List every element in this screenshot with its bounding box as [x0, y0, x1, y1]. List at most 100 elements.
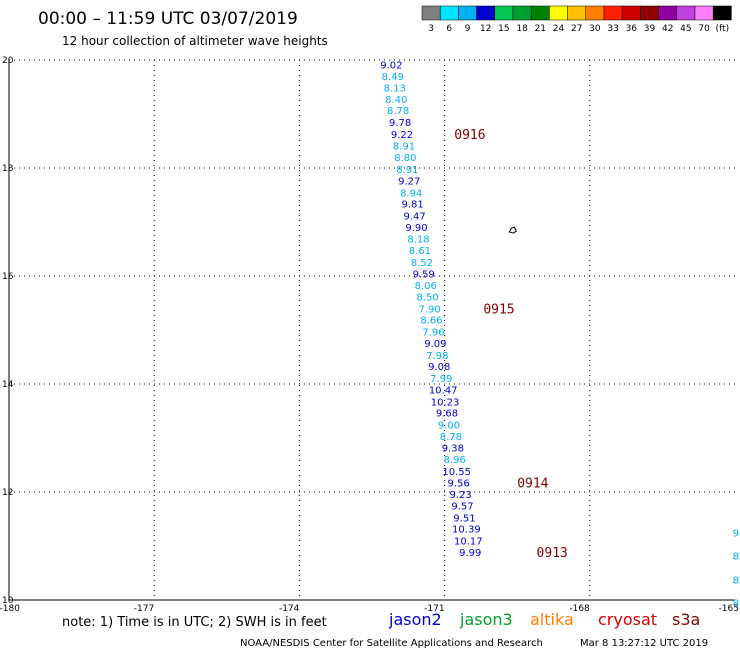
note-text: note: 1) Time is in UTC; 2) SWH is in fe… — [62, 615, 327, 630]
colorbar-label: 12 — [480, 24, 491, 34]
wave-height-label: 9.57 — [451, 502, 473, 513]
y-tick-label: 16 — [2, 272, 14, 282]
colorbar-swatch — [603, 5, 623, 21]
wave-height-label: 9.23 — [449, 490, 471, 501]
wave-height-label: 9.27 — [398, 176, 420, 187]
colorbar-label: 45 — [680, 24, 691, 34]
wave-height-label-edge: 9 — [733, 529, 739, 540]
wave-height-label: 8.13 — [384, 84, 406, 95]
wave-height-label: 9.38 — [442, 444, 464, 455]
colorbar-label: 30 — [589, 24, 601, 34]
y-tick-label: 14 — [2, 380, 14, 390]
wave-height-label: 9.81 — [402, 200, 424, 211]
wave-height-label: 9.08 — [428, 362, 450, 373]
wave-height-label: 8.91 — [393, 141, 415, 152]
pass-time-label: 0914 — [517, 476, 548, 491]
colorbar-label: 70 — [698, 24, 710, 34]
wave-height-label: 9.68 — [436, 409, 458, 420]
map-grid — [8, 59, 735, 601]
wave-height-label: 8.49 — [382, 72, 404, 83]
wave-height-label: 7.99 — [430, 374, 452, 385]
colorbar-swatch — [494, 5, 514, 21]
wave-height-label: 10.39 — [452, 525, 481, 536]
colorbar-swatch — [549, 5, 568, 21]
y-tick-label: 18 — [2, 164, 14, 174]
wave-height-label: 8.94 — [400, 188, 422, 199]
y-tick-label: 10 — [2, 596, 14, 606]
wave-height-label: 10.47 — [429, 385, 458, 396]
satellite-s3a: s3a — [672, 610, 700, 629]
colorbar-swatch — [585, 5, 605, 21]
wave-height-label: 10.17 — [454, 537, 483, 548]
x-tick-label: -174 — [279, 604, 300, 614]
colorbar-swatch — [621, 5, 641, 21]
wave-height-label: 9.78 — [389, 118, 411, 129]
colorbar-swatch — [694, 5, 714, 21]
wave-height-label: 8.61 — [409, 246, 431, 257]
wave-height-label: 8.80 — [394, 153, 416, 164]
x-tick-label: -165 — [719, 604, 739, 614]
colorbar-label: 24 — [553, 24, 565, 34]
wave-height-label: 9.22 — [391, 130, 413, 141]
wave-height-label: 9.99 — [459, 548, 481, 559]
y-tick-label: 20 — [2, 56, 14, 66]
wave-height-label: 9.56 — [448, 478, 470, 489]
wave-height-label: 9.59 — [413, 269, 435, 280]
wave-height-label: 8.50 — [417, 293, 439, 304]
wave-height-label: 10.55 — [442, 467, 471, 478]
colorbar-swatch — [476, 5, 496, 21]
colorbar-swatch — [658, 5, 678, 21]
colorbar-label: (ft) — [716, 24, 730, 34]
colorbar-label: 3 — [428, 24, 434, 34]
satellite-jason3: jason3 — [459, 610, 513, 629]
colorbar-swatch — [458, 5, 477, 21]
wave-height-label-edge: 8 — [733, 575, 739, 586]
wave-height-label: 8.96 — [444, 455, 466, 466]
satellite-jason2: jason2 — [388, 610, 442, 629]
colorbar-label: 33 — [607, 24, 618, 34]
colorbar-label: 36 — [626, 24, 638, 34]
colorbar-label: 21 — [535, 24, 546, 34]
wave-height-label-edge: 8 — [733, 552, 739, 563]
colorbar-label: 15 — [498, 24, 509, 34]
satellite-legend: jason2 jason3 altika cryosat s3a — [388, 610, 700, 629]
colorbar-swatch — [530, 5, 550, 21]
y-tick-label: 12 — [2, 488, 13, 498]
colorbar-label: 42 — [662, 24, 673, 34]
island-markers — [508, 226, 518, 234]
chart-title: 00:00 – 11:59 UTC 03/07/2019 — [38, 9, 298, 29]
colorbar: 3 6 9 12 15 18 21 24 27 30 33 36 39 42 45 70 (ft) — [421, 5, 732, 34]
wave-height-label: 9.09 — [424, 339, 446, 350]
timestamp-text: Mar 8 13:27:12 UTC 2019 — [580, 638, 708, 649]
colorbar-swatch — [439, 5, 459, 21]
pass-time-label: 0915 — [483, 302, 514, 317]
wave-height-label: 9.47 — [403, 212, 425, 223]
wave-height-label: 7.96 — [422, 328, 444, 339]
colorbar-swatch — [512, 5, 532, 21]
credit-text: NOAA/NESDIS Center for Satellite Applica… — [240, 638, 543, 649]
colorbar-label: 18 — [516, 24, 528, 34]
pass-time-labels: 0916 0915 0914 0913 — [454, 128, 568, 561]
satellite-altika: altika — [530, 610, 574, 629]
colorbar-label: 39 — [644, 24, 656, 34]
colorbar-label: 27 — [571, 24, 582, 34]
wave-height-label: 8.78 — [440, 432, 462, 443]
wave-height-label: 9.02 — [380, 60, 402, 71]
x-tick-label: -180 — [0, 604, 20, 614]
pass-time-label: 0916 — [454, 128, 485, 143]
axis-ticks: -180 -177 -174 -171 -168 -165 10 12 14 16 18 20 — [0, 56, 739, 614]
x-tick-label: -177 — [134, 604, 154, 614]
wave-height-label: 7.98 — [426, 351, 448, 362]
colorbar-swatch — [712, 5, 732, 21]
wave-height-label-edge: 8 — [733, 599, 739, 610]
colorbar-swatch — [640, 5, 659, 21]
colorbar-swatch — [676, 5, 696, 21]
wave-height-label: 8.40 — [385, 95, 407, 106]
pass-time-label: 0913 — [537, 546, 568, 561]
wave-height-label: 8.91 — [396, 165, 418, 176]
x-tick-label: -168 — [569, 604, 590, 614]
chart-subtitle: 12 hour collection of altimeter wave hei… — [62, 34, 328, 48]
wave-height-label: 8.52 — [411, 258, 433, 269]
colorbar-label: 6 — [446, 24, 452, 34]
